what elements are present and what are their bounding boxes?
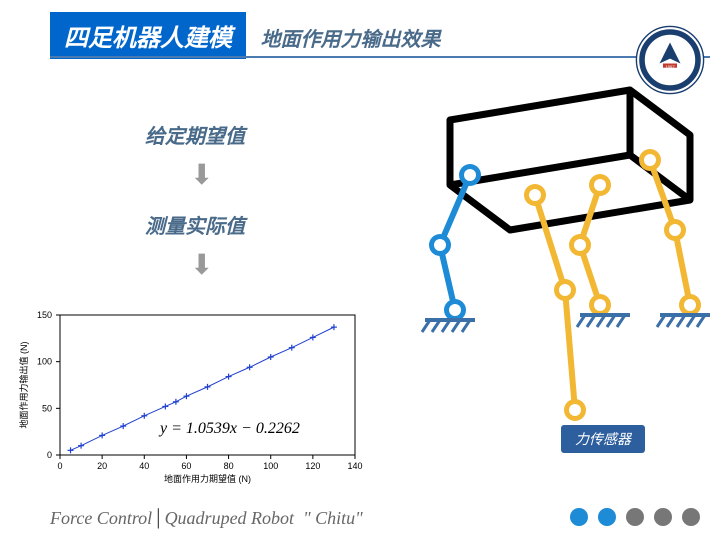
arrow-down-1: ⬇: [190, 158, 213, 191]
title-box: 四足机器人建模: [50, 12, 246, 59]
footer-text: Force Control|Quadruped Robot " Chitu": [50, 504, 363, 530]
svg-text:20: 20: [97, 461, 107, 471]
page-dot: [570, 508, 588, 526]
svg-text:140: 140: [347, 461, 362, 471]
svg-text:100: 100: [37, 357, 52, 367]
force-sensor-label: 力传感器: [561, 425, 645, 453]
subtitle: 地面作用力输出效果: [260, 23, 440, 52]
svg-text:0: 0: [57, 461, 62, 471]
calibration-chart: 0 20 40 60 80 100 120 140 0 50 100 150 地面作用力期望值 (N) 地…: [15, 305, 365, 485]
svg-text:地面作用力期望值 (N): 地面作用力期望值 (N): [164, 473, 251, 484]
footer: Force Control|Quadruped Robot " Chitu": [50, 504, 700, 530]
svg-text:80: 80: [224, 461, 234, 471]
page-dot: [626, 508, 644, 526]
svg-text:40: 40: [139, 461, 149, 471]
svg-text:0: 0: [47, 450, 52, 460]
svg-text:100: 100: [263, 461, 278, 471]
quadruped-robot-diagram: [350, 80, 710, 460]
svg-text:60: 60: [181, 461, 191, 471]
page-dot: [682, 508, 700, 526]
flow-step-2: 测量实际值: [145, 210, 245, 239]
svg-text:150: 150: [37, 310, 52, 320]
svg-text:120: 120: [305, 461, 320, 471]
header-divider: [50, 56, 710, 58]
svg-text:地面作用力输出值 (N): 地面作用力输出值 (N): [18, 342, 29, 429]
regression-equation: y = 1.0539x − 0.2262: [160, 420, 300, 438]
page-dot: [598, 508, 616, 526]
page-dot: [654, 508, 672, 526]
arrow-down-2: ⬇: [190, 248, 213, 281]
header: 四足机器人建模 地面作用力输出效果: [50, 12, 720, 59]
svg-text:1897: 1897: [665, 64, 675, 69]
flow-step-1: 给定期望值: [145, 120, 245, 149]
svg-text:50: 50: [42, 403, 52, 413]
page-dots: [570, 508, 700, 526]
